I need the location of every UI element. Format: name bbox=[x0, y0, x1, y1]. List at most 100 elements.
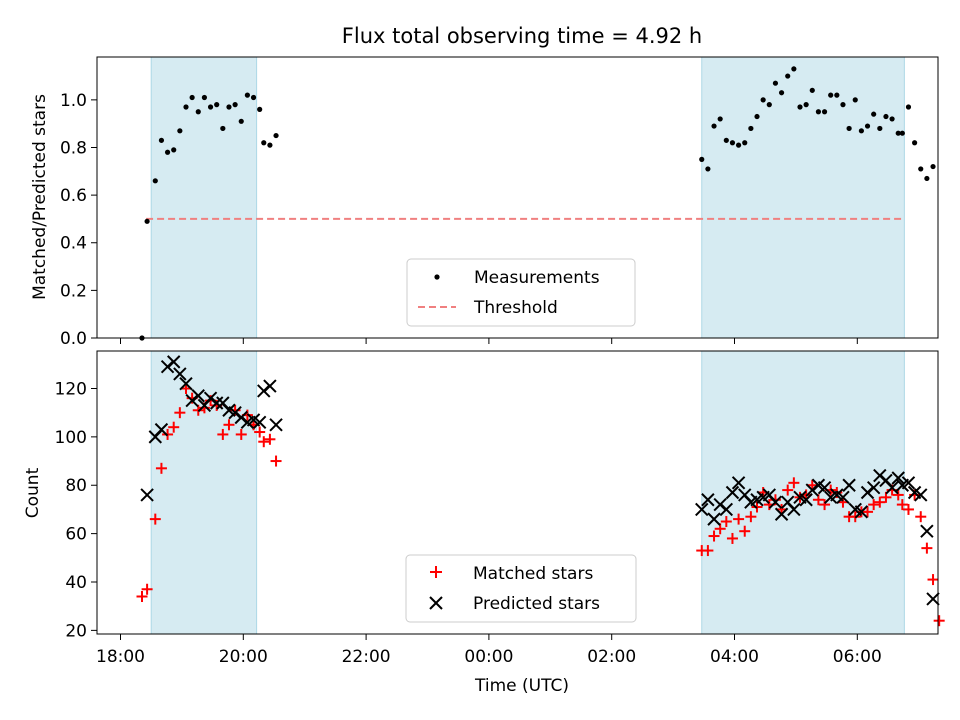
x-tick-label: 18:00 bbox=[96, 647, 145, 667]
measurement-point bbox=[883, 113, 889, 120]
measurements-series bbox=[139, 66, 936, 341]
matched-star-point bbox=[155, 462, 167, 474]
predicted-star-point bbox=[914, 488, 928, 502]
measurement-point bbox=[852, 97, 858, 103]
measurement-point bbox=[797, 104, 803, 110]
predicted-star-point bbox=[854, 505, 869, 519]
measurement-point bbox=[164, 149, 171, 155]
bottom-legend: Matched stars Predicted stars bbox=[405, 554, 637, 623]
predicted-star-point bbox=[191, 389, 205, 403]
matched-star-point bbox=[702, 545, 714, 557]
measurement-point bbox=[717, 116, 723, 122]
bottom-y-axis-label: Count bbox=[23, 467, 43, 518]
y-tick-label: 120 bbox=[55, 379, 87, 399]
measurement-point bbox=[158, 137, 165, 143]
matched-star-point bbox=[933, 615, 945, 627]
matched-star-point bbox=[168, 421, 180, 433]
measurement-point bbox=[201, 94, 208, 101]
measurement-point bbox=[791, 66, 797, 72]
measurement-point bbox=[760, 97, 766, 103]
top-legend: Measurements Threshold bbox=[406, 258, 636, 327]
measurement-point bbox=[846, 125, 852, 132]
chart-title: Flux total observing time = 4.92 h bbox=[342, 24, 702, 48]
matched-star-point bbox=[726, 532, 738, 544]
y-tick-label: 20 bbox=[65, 621, 87, 641]
measurement-point bbox=[840, 102, 846, 108]
predicted-star-point bbox=[901, 476, 916, 490]
measurement-point bbox=[723, 137, 729, 143]
predicted-star-point bbox=[731, 476, 746, 490]
matched-star-point bbox=[788, 477, 800, 489]
measurement-point bbox=[766, 102, 772, 108]
predicted-star-point bbox=[707, 512, 721, 526]
predicted-star-point bbox=[252, 415, 267, 430]
y-tick-label: 100 bbox=[55, 428, 87, 448]
predicted-star-point bbox=[920, 524, 934, 538]
x-tick-label: 22:00 bbox=[342, 647, 391, 667]
measurement-point bbox=[250, 94, 257, 101]
measurement-point bbox=[195, 109, 201, 115]
y-tick-label: 0.2 bbox=[60, 281, 87, 301]
measurement-point bbox=[877, 125, 883, 132]
measurement-point bbox=[220, 125, 226, 132]
measurement-point bbox=[177, 128, 183, 134]
measurement-point bbox=[834, 92, 840, 98]
matched-star-point bbox=[819, 499, 831, 511]
matched-star-point bbox=[896, 499, 908, 511]
measurement-point bbox=[152, 178, 158, 184]
predicted-star-point bbox=[774, 507, 789, 521]
measurement-point bbox=[144, 218, 150, 224]
y-tick-label: 0.4 bbox=[60, 234, 87, 254]
measurement-point bbox=[803, 102, 809, 108]
shaded-interval bbox=[701, 57, 905, 338]
matched-star-point bbox=[921, 542, 933, 554]
measurements-legend-marker bbox=[434, 274, 440, 280]
measurement-point bbox=[930, 163, 936, 170]
measurement-point bbox=[905, 104, 912, 110]
matched-stars-legend-label: Matched stars bbox=[473, 564, 593, 584]
bottom-panel: 20 40 60 80 100 120 18:00 20:00 22:00 00:00 02:00… bbox=[23, 350, 945, 696]
matched-star-point bbox=[141, 583, 153, 595]
predicted-star-point bbox=[885, 480, 899, 495]
matched-star-point bbox=[136, 591, 148, 603]
matched-star-point bbox=[892, 489, 904, 501]
matched-star-point bbox=[782, 484, 794, 496]
predicted-star-point bbox=[817, 480, 832, 495]
predicted-star-point bbox=[263, 379, 277, 393]
x-tick-label: 06:00 bbox=[833, 647, 882, 667]
predicted-star-point bbox=[701, 493, 715, 507]
top-panel: 0.0 0.2 0.4 0.6 0.8 1.0 Flux total observing … bbox=[30, 24, 939, 349]
x-tick-label: 02:00 bbox=[587, 647, 636, 667]
bottom-y-axis-ticks: 20 40 60 80 100 120 bbox=[55, 379, 97, 641]
measurement-point bbox=[729, 140, 736, 146]
measurement-point bbox=[924, 175, 930, 182]
predicted-star-point bbox=[891, 471, 905, 485]
measurement-point bbox=[232, 102, 238, 108]
matched-star-point bbox=[915, 511, 927, 523]
predicted-star-point bbox=[787, 502, 801, 517]
x-axis-label: Time (UTC) bbox=[474, 676, 569, 696]
predicted-star-point bbox=[926, 592, 940, 606]
shaded-interval bbox=[151, 351, 257, 634]
measurement-point bbox=[735, 142, 742, 148]
measurement-point bbox=[171, 147, 177, 153]
bottom-axes-frame bbox=[96, 350, 939, 635]
matched-star-point bbox=[270, 455, 282, 467]
measurement-point bbox=[699, 156, 705, 162]
predicted-star-point bbox=[269, 418, 283, 432]
predicted-stars-legend-marker bbox=[429, 596, 443, 610]
matched-star-point bbox=[868, 499, 880, 511]
measurement-point bbox=[772, 80, 779, 86]
measurement-point bbox=[828, 92, 834, 98]
predicted-star-point bbox=[799, 493, 813, 507]
matched-star-point bbox=[874, 496, 886, 508]
measurement-point bbox=[273, 132, 279, 139]
measurement-point bbox=[238, 118, 244, 124]
matched-stars-legend-marker bbox=[430, 566, 442, 578]
y-tick-label: 60 bbox=[65, 525, 87, 545]
measurement-point bbox=[261, 140, 267, 146]
predicted-star-point bbox=[173, 367, 187, 381]
predicted-star-point bbox=[179, 376, 193, 391]
measurement-point bbox=[785, 73, 791, 79]
